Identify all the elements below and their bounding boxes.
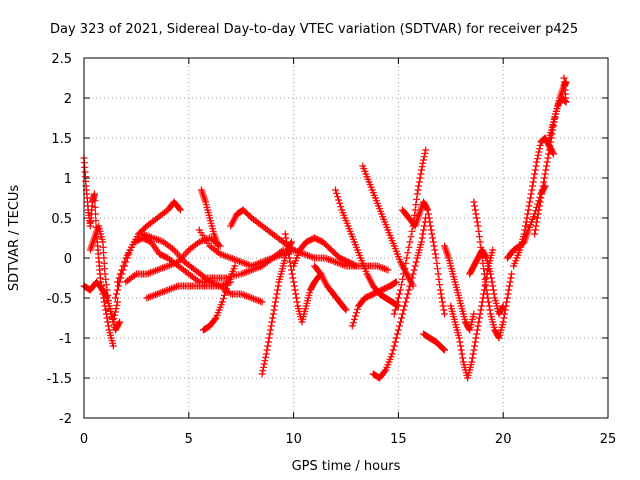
- series-track-27: [470, 198, 516, 342]
- data-point-markers: [420, 330, 449, 354]
- series-track-31: [545, 74, 570, 142]
- data-point-markers: [311, 262, 350, 314]
- series-track-9: [195, 226, 298, 270]
- series-track-20: [369, 214, 430, 382]
- x-axis-label: GPS time / hours: [292, 459, 401, 474]
- series-track-13: [258, 238, 296, 378]
- data-point-markers: [80, 154, 117, 350]
- x-tick-label: 25: [600, 432, 617, 447]
- data-point-markers: [199, 262, 239, 334]
- series-track-19: [359, 162, 417, 290]
- data-point-markers: [290, 234, 360, 270]
- chart-title: Day 323 of 2021, Sidereal Day-to-day VTE…: [50, 22, 578, 37]
- data-point-markers: [86, 222, 122, 326]
- series-track-18: [348, 278, 400, 330]
- y-tick-label: -1: [59, 332, 72, 347]
- series-track-22: [399, 198, 449, 318]
- x-tick-label: 10: [285, 432, 302, 447]
- series-track-11: [199, 262, 239, 334]
- x-tick-label: 5: [185, 432, 193, 447]
- plot-frame: [83, 57, 609, 419]
- y-tick-label: -0.5: [47, 292, 72, 307]
- series-track-23: [420, 330, 449, 354]
- series-track-21: [390, 146, 430, 318]
- series-track-8: [143, 278, 235, 302]
- data-point-markers: [399, 198, 449, 318]
- y-tick-label: 0: [64, 252, 72, 267]
- data-point-markers: [359, 162, 417, 290]
- y-tick-label: 0.5: [51, 212, 72, 227]
- series-track-6: [122, 234, 224, 286]
- y-tick-label: 1: [64, 172, 72, 187]
- data-point-markers: [390, 146, 430, 318]
- data-point-markers: [470, 198, 516, 342]
- series-track-3: [86, 222, 122, 326]
- data-point-markers: [441, 242, 478, 334]
- data-point-markers: [545, 74, 570, 142]
- data-marks: [80, 74, 570, 382]
- series-track-1: [80, 154, 117, 350]
- series-track-14: [281, 230, 325, 326]
- data-point-markers: [332, 186, 402, 310]
- series-track-10: [197, 186, 222, 250]
- y-tick-label: 1.5: [51, 132, 72, 147]
- data-point-markers: [143, 278, 235, 302]
- y-axis-label: SDTVAR / TECUs: [7, 185, 22, 292]
- y-tick-label: -2: [59, 412, 72, 427]
- x-tick-label: 0: [80, 432, 88, 447]
- data-point-markers: [258, 238, 296, 378]
- grid: [84, 58, 608, 418]
- series-track-24: [441, 242, 478, 334]
- data-point-markers: [195, 226, 298, 270]
- x-tick-label: 20: [495, 432, 512, 447]
- data-point-markers: [369, 214, 430, 382]
- data-point-markers: [197, 186, 222, 250]
- data-point-markers: [348, 278, 400, 330]
- y-tick-label: -1.5: [47, 372, 72, 387]
- y-tick-label: 2.5: [51, 52, 72, 67]
- x-tick-label: 15: [390, 432, 407, 447]
- series-track-17: [332, 186, 402, 310]
- y-tick-label: 2: [64, 92, 72, 107]
- data-point-markers: [122, 234, 224, 286]
- series-track-15: [290, 234, 360, 270]
- data-point-markers: [281, 230, 325, 326]
- series-track-16: [311, 262, 350, 314]
